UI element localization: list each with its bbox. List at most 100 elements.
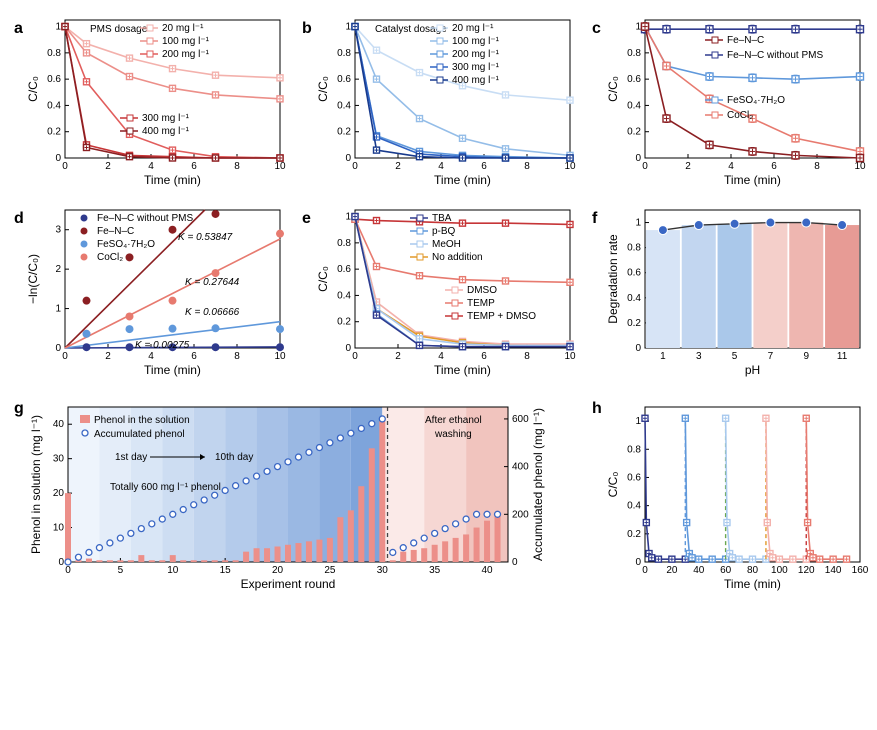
svg-text:0: 0 [635, 153, 641, 164]
svg-text:1: 1 [55, 304, 61, 315]
svg-text:40: 40 [481, 565, 493, 576]
svg-text:400 mg l⁻¹: 400 mg l⁻¹ [452, 75, 500, 86]
svg-text:C/C₀: C/C₀ [316, 266, 330, 292]
svg-text:2: 2 [105, 351, 111, 362]
svg-text:100 mg l⁻¹: 100 mg l⁻¹ [162, 36, 210, 47]
svg-text:1: 1 [345, 212, 351, 223]
svg-text:200 mg l⁻¹: 200 mg l⁻¹ [162, 49, 210, 60]
panel-g: 05101520253035400102030400200400600Accum… [20, 395, 560, 595]
panel-h: 02040608010012014016000.20.40.60.81Time … [600, 395, 870, 595]
svg-text:400 mg l⁻¹: 400 mg l⁻¹ [142, 126, 190, 137]
svg-text:0: 0 [352, 161, 358, 172]
svg-text:0: 0 [512, 557, 518, 568]
panel-a: 024681000.20.40.60.81Time (min)C/C₀PMS d… [20, 10, 290, 190]
svg-text:2: 2 [395, 351, 401, 362]
svg-text:Degradation rate: Degradation rate [606, 234, 620, 324]
svg-text:0: 0 [58, 557, 64, 568]
svg-text:200: 200 [512, 509, 529, 520]
svg-text:0.4: 0.4 [337, 100, 351, 111]
svg-text:2: 2 [685, 161, 691, 172]
svg-text:1: 1 [345, 22, 351, 33]
svg-text:4: 4 [728, 161, 734, 172]
svg-text:0.6: 0.6 [47, 74, 61, 85]
svg-text:0.6: 0.6 [337, 264, 351, 275]
svg-text:300 mg l⁻¹: 300 mg l⁻¹ [452, 62, 500, 73]
svg-text:6: 6 [481, 161, 487, 172]
svg-text:5: 5 [118, 565, 124, 576]
svg-text:Totally 600 mg l⁻¹ phenol: Totally 600 mg l⁻¹ phenol [110, 482, 221, 493]
svg-text:K = 0.53847: K = 0.53847 [178, 232, 233, 243]
svg-text:Phenol in solution (mg l⁻¹): Phenol in solution (mg l⁻¹) [29, 415, 43, 554]
svg-text:0.2: 0.2 [337, 127, 351, 138]
svg-text:PMS dosage: PMS dosage [90, 24, 148, 35]
svg-text:120: 120 [798, 565, 815, 576]
svg-text:0.8: 0.8 [627, 444, 641, 455]
svg-text:0: 0 [642, 161, 648, 172]
svg-text:10: 10 [564, 351, 576, 362]
svg-text:80: 80 [747, 565, 759, 576]
svg-text:C/C₀: C/C₀ [606, 76, 620, 102]
svg-text:0.4: 0.4 [627, 100, 641, 111]
svg-text:10: 10 [167, 565, 179, 576]
panel-d: 02468100123Time (min)−ln(C/C₀)Fe–N–C wit… [20, 200, 290, 380]
svg-text:25: 25 [324, 565, 336, 576]
svg-text:10: 10 [274, 351, 286, 362]
svg-text:0.6: 0.6 [627, 472, 641, 483]
svg-text:200 mg l⁻¹: 200 mg l⁻¹ [452, 49, 500, 60]
svg-text:6: 6 [191, 161, 197, 172]
svg-text:10: 10 [274, 161, 286, 172]
svg-text:10: 10 [854, 161, 866, 172]
svg-text:CoCl₂: CoCl₂ [97, 252, 123, 263]
svg-text:MeOH: MeOH [432, 239, 461, 250]
svg-text:100: 100 [771, 565, 788, 576]
svg-text:0: 0 [62, 161, 68, 172]
svg-text:0.4: 0.4 [337, 290, 351, 301]
svg-text:0: 0 [352, 351, 358, 362]
svg-text:30: 30 [377, 565, 389, 576]
svg-text:100 mg l⁻¹: 100 mg l⁻¹ [452, 36, 500, 47]
svg-text:Catalyst dosage: Catalyst dosage [375, 24, 447, 35]
svg-text:35: 35 [429, 565, 441, 576]
svg-text:p-BQ: p-BQ [432, 226, 456, 237]
svg-text:0: 0 [635, 343, 641, 354]
svg-text:6: 6 [191, 351, 197, 362]
panel-b: 024681000.20.40.60.81Time (min)C/C₀Catal… [310, 10, 580, 190]
svg-text:0.6: 0.6 [627, 74, 641, 85]
svg-text:0: 0 [345, 343, 351, 354]
svg-text:4: 4 [438, 351, 444, 362]
svg-text:600: 600 [512, 414, 529, 425]
svg-text:20: 20 [53, 488, 65, 499]
svg-text:20: 20 [272, 565, 284, 576]
svg-text:11: 11 [837, 351, 848, 362]
svg-text:0.2: 0.2 [627, 127, 641, 138]
svg-text:4: 4 [148, 351, 154, 362]
svg-text:0: 0 [635, 557, 641, 568]
svg-text:8: 8 [524, 161, 530, 172]
svg-text:3: 3 [55, 225, 61, 236]
svg-text:0: 0 [642, 565, 648, 576]
svg-text:4: 4 [438, 161, 444, 172]
svg-text:Fe–N–C without PMS: Fe–N–C without PMS [97, 213, 193, 224]
svg-text:Accumulated phenol (mg l⁻¹): Accumulated phenol (mg l⁻¹) [531, 408, 545, 561]
svg-text:Phenol in the solution: Phenol in the solution [94, 415, 190, 426]
svg-text:C/C₀: C/C₀ [316, 76, 330, 102]
svg-text:1: 1 [635, 218, 641, 229]
svg-text:1: 1 [635, 416, 641, 427]
svg-text:20: 20 [666, 565, 678, 576]
svg-text:60: 60 [720, 565, 732, 576]
svg-text:0.4: 0.4 [627, 501, 641, 512]
panel-c: 024681000.20.40.60.81Time (min)C/C₀Fe–N–… [600, 10, 870, 190]
svg-text:20 mg l⁻¹: 20 mg l⁻¹ [452, 23, 494, 34]
svg-text:10th day: 10th day [215, 452, 253, 463]
svg-text:10: 10 [564, 161, 576, 172]
svg-text:0.8: 0.8 [337, 238, 351, 249]
svg-text:0.4: 0.4 [47, 100, 61, 111]
svg-text:0: 0 [55, 343, 61, 354]
svg-text:40: 40 [53, 419, 65, 430]
svg-text:0.8: 0.8 [627, 243, 641, 254]
svg-text:400: 400 [512, 462, 529, 473]
svg-text:0: 0 [345, 153, 351, 164]
panel-label-f: f [592, 210, 597, 228]
svg-text:Time (min): Time (min) [434, 173, 491, 187]
svg-text:40: 40 [693, 565, 705, 576]
